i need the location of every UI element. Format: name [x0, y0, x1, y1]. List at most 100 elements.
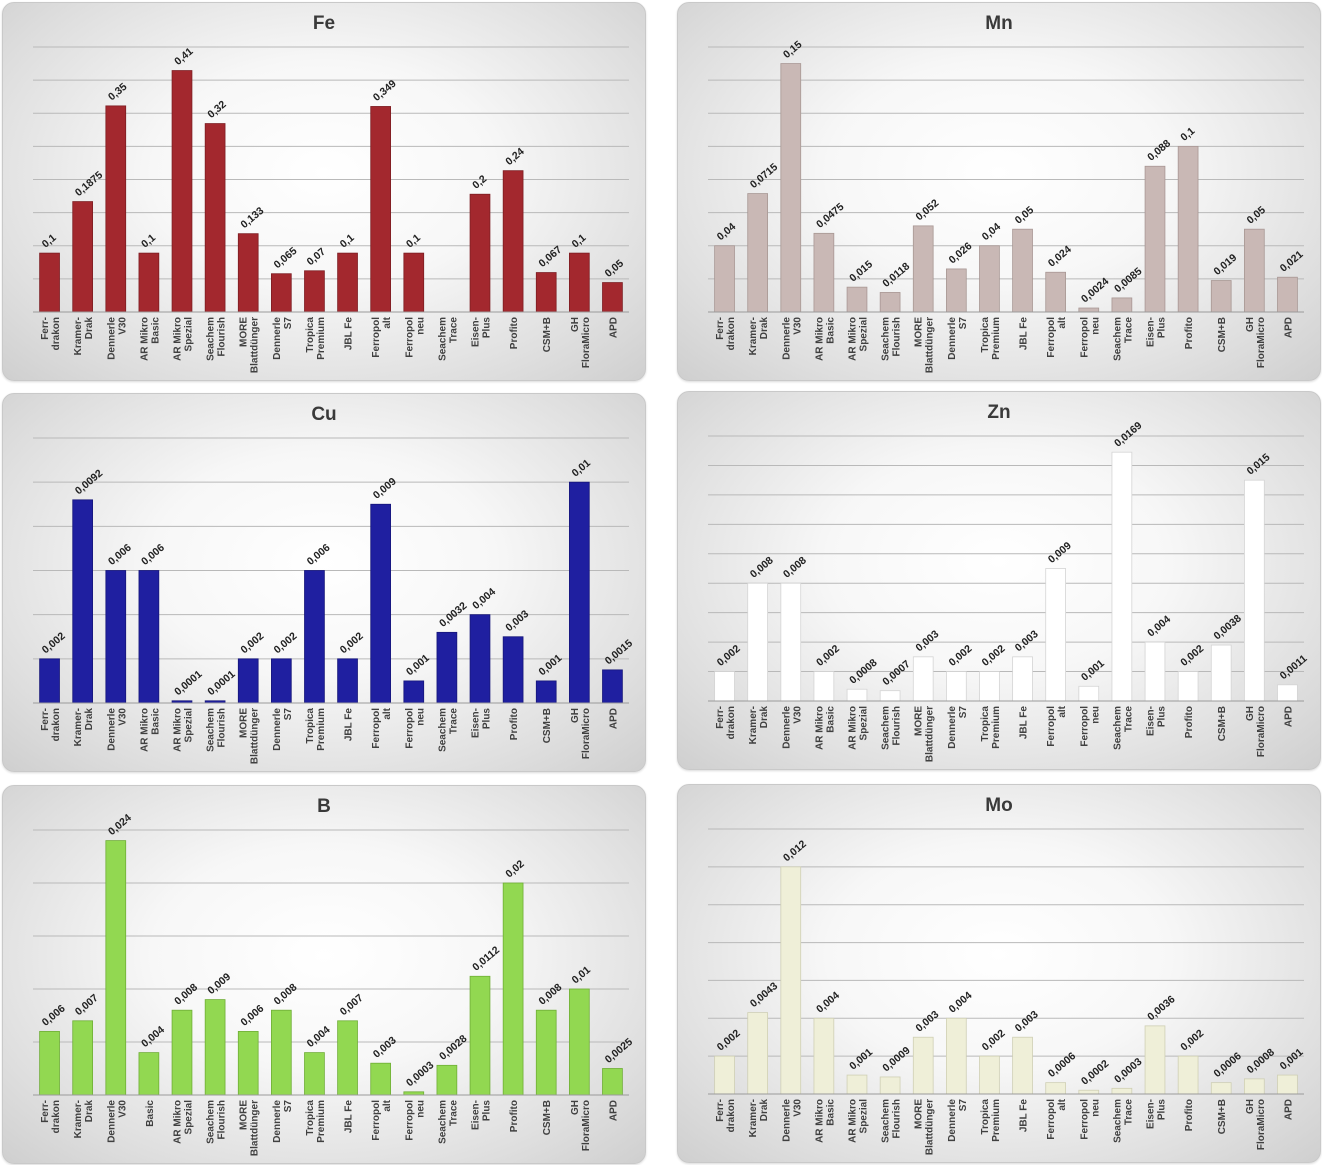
data-label: 0,001 [404, 652, 432, 678]
category-label: GH [570, 317, 581, 332]
category-label: Blattdünger [925, 706, 936, 762]
bar [569, 252, 590, 313]
bar-chart-fe: 0,1 Ferr-drakon 0,1875 Kramer- Drak 0,35 Denne… [33, 45, 629, 373]
bar [1078, 1089, 1100, 1095]
category-label: Seachem [437, 1100, 448, 1144]
category-label: JBL Fe [344, 708, 355, 742]
data-label: 0,04 [980, 221, 1003, 243]
category-label: Blattdünger [250, 708, 261, 764]
category-label: Flourish [892, 1099, 903, 1138]
bar [337, 252, 358, 313]
category-label: Profito [1184, 706, 1195, 738]
category-label: AR Mikro [173, 708, 184, 752]
category-label: Trace [448, 317, 459, 344]
bar [304, 1052, 325, 1096]
data-label: 0,006 [106, 542, 134, 568]
chart-panel-mo: Mo 0,002 Ferr-drakon 0,0043 Kramer- Drak 0,01… [677, 784, 1321, 1163]
data-label: 0,052 [913, 197, 941, 223]
category-label: Eisen- [471, 317, 482, 347]
category-label: Tropica [305, 317, 316, 353]
category-label: Seachem [881, 1099, 892, 1143]
data-label: 0,002 [980, 1027, 1008, 1053]
data-label: 0,004 [305, 1024, 333, 1050]
data-label: 0,004 [814, 989, 842, 1015]
data-label: 0,0112 [470, 944, 502, 974]
data-label: 0,003 [503, 608, 531, 634]
category-label: Dennerle [947, 317, 958, 360]
bar [979, 245, 1000, 313]
data-label: 0,0028 [437, 1033, 469, 1063]
category-label: Dennerle [781, 706, 792, 749]
category-label: Drak [759, 706, 770, 729]
bar [780, 63, 802, 313]
category-label: neu [415, 317, 426, 335]
category-label: Ferr- [715, 706, 726, 729]
category-label: FloraMicro [1256, 1099, 1267, 1150]
category-label: Profito [1184, 317, 1195, 349]
category-label: GH [570, 1100, 581, 1115]
data-label: 0,0001 [205, 668, 237, 698]
category-label: Eisen- [471, 708, 482, 738]
data-label: 0,0475 [814, 201, 846, 231]
bar [879, 690, 901, 702]
bar [1111, 297, 1133, 313]
category-label: FloraMicro [581, 317, 592, 368]
data-label: 0,0118 [880, 260, 912, 290]
data-label: 0,35 [106, 81, 129, 103]
bar [1177, 671, 1199, 702]
bar [1111, 1087, 1133, 1095]
bar [979, 1055, 1000, 1095]
category-label: neu [415, 1100, 426, 1118]
data-label: 0,0015 [603, 637, 635, 667]
data-label: 0,002 [947, 643, 975, 669]
category-label: Dennerle [106, 317, 117, 360]
category-label: Kramer- [748, 706, 759, 744]
data-label: 0,1 [404, 232, 423, 251]
data-label: 0,002 [338, 630, 366, 656]
bar [39, 1030, 60, 1096]
category-label: AR Mikro [139, 317, 150, 361]
category-label: Spezial [184, 1100, 195, 1135]
category-label: Flourish [892, 317, 903, 356]
data-label: 0,004 [139, 1024, 167, 1050]
category-label: Profito [509, 1100, 520, 1132]
data-label: 0,019 [1211, 252, 1239, 278]
category-label: Drak [759, 1099, 770, 1122]
bar [912, 656, 934, 702]
data-label: 0,008 [272, 981, 300, 1007]
chart-title: Fe [312, 13, 336, 34]
data-label: 0,067 [536, 244, 564, 270]
category-label: Eisen- [471, 1100, 482, 1130]
data-label: 0,15 [781, 38, 804, 60]
category-label: MORE [914, 706, 925, 736]
category-label: alt [382, 316, 393, 328]
category-label: alt [1057, 316, 1068, 328]
category-label: Ferr- [40, 317, 51, 340]
bar [747, 582, 768, 702]
data-label: 0,002 [40, 630, 68, 656]
category-label: MORE [239, 317, 250, 347]
chart-title: B [317, 796, 331, 817]
category-label: AR Mikro [848, 706, 859, 750]
category-label: Trace [1123, 317, 1134, 344]
category-label: Ferr- [40, 708, 51, 731]
bar [1244, 228, 1265, 313]
category-label: Seachem [437, 317, 448, 361]
category-label: AR Mikro [848, 317, 859, 361]
category-label: Dennerle [272, 317, 283, 360]
category-label: Dennerle [106, 708, 117, 751]
data-label: 0,001 [536, 652, 564, 678]
bar [370, 1062, 392, 1096]
chart-title: Cu [311, 404, 337, 425]
bar [1144, 1025, 1166, 1095]
data-label: 0,0085 [1112, 265, 1144, 295]
data-label: 0,0003 [404, 1059, 436, 1089]
bar [780, 582, 802, 702]
category-label: drakon [51, 317, 62, 350]
bar [1210, 280, 1232, 313]
bar [1111, 451, 1133, 702]
bar [846, 688, 868, 702]
data-label: 0,024 [1046, 243, 1074, 269]
bar [945, 1017, 967, 1095]
category-label: Dennerle [106, 1100, 117, 1143]
